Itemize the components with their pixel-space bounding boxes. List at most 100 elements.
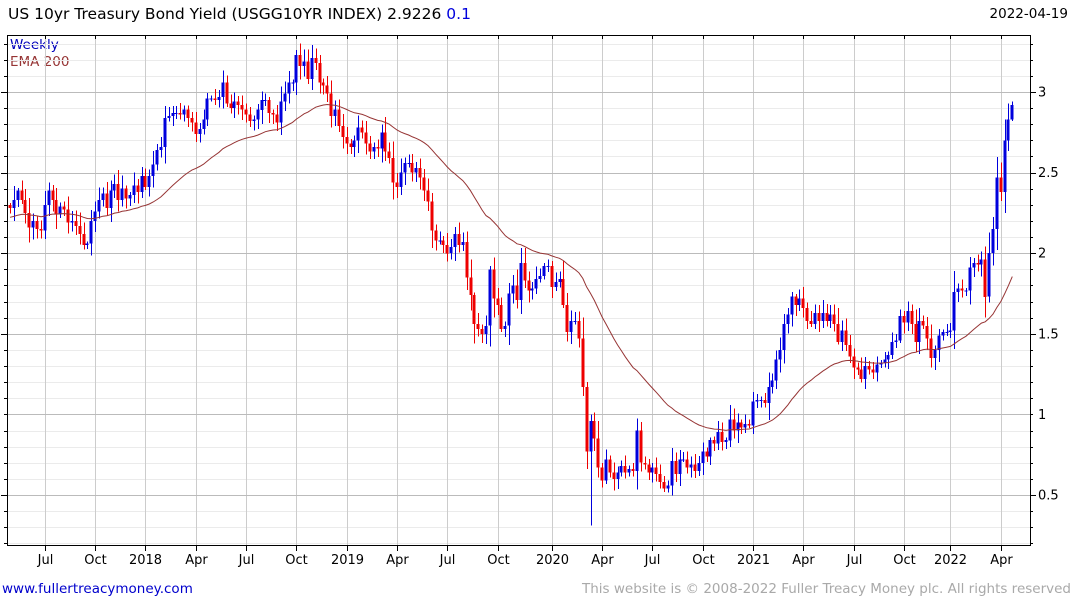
candle-body — [654, 467, 658, 474]
candle-body — [453, 233, 457, 247]
candle-body — [685, 459, 689, 468]
candle-body — [825, 312, 829, 321]
x-axis-label: Jul — [37, 553, 54, 568]
candle-body — [449, 246, 453, 254]
candle-body — [380, 132, 384, 149]
candle-body — [465, 241, 469, 278]
candle-body — [836, 324, 840, 342]
candle-body — [101, 193, 105, 200]
candle-body — [569, 320, 573, 333]
candle-body — [499, 304, 503, 329]
candle-body — [871, 369, 875, 373]
candle-body — [898, 316, 902, 341]
candle-body — [917, 320, 921, 342]
candle-body — [736, 422, 740, 431]
candle-body — [480, 329, 484, 334]
candle-body — [213, 98, 217, 101]
footer-site-link[interactable]: www.fullertreacymoney.com — [2, 581, 193, 597]
x-axis-label: Jul — [644, 553, 661, 568]
candle-body — [976, 262, 980, 265]
x-axis-label: Oct — [285, 553, 307, 568]
candle-body — [987, 253, 991, 297]
candle-body — [1003, 140, 1007, 192]
candle-body — [577, 320, 581, 339]
x-axis-label: Apr — [185, 553, 208, 568]
candle-body — [240, 104, 244, 110]
candle-body — [209, 98, 213, 100]
candle-body — [852, 356, 856, 368]
candle-body — [441, 240, 445, 246]
candle-body — [85, 243, 89, 246]
candle-body — [546, 266, 550, 268]
candle-body — [16, 190, 20, 200]
ema-line — [9, 103, 1013, 431]
candle-body — [689, 464, 693, 468]
candle-body — [372, 146, 376, 152]
candle-body — [426, 190, 430, 202]
candle-body — [523, 262, 527, 281]
candle-body — [27, 212, 31, 228]
candle-body — [430, 201, 434, 231]
candle-body — [631, 469, 635, 471]
candle-body — [705, 451, 709, 457]
candle-body — [143, 175, 147, 188]
footer-copyright: This website is © 2008-2022 Fuller Treac… — [582, 581, 1071, 597]
candle-body — [828, 314, 832, 321]
candle-body — [275, 114, 279, 123]
candle-body — [418, 167, 422, 178]
candle-body — [952, 291, 956, 331]
candle-body — [422, 177, 426, 191]
candle-body — [956, 288, 960, 292]
candle-body — [739, 422, 743, 428]
candle-body — [267, 100, 271, 113]
x-axis-label: 2018 — [129, 553, 162, 568]
x-axis-label: Apr — [591, 553, 614, 568]
candle-body — [345, 137, 349, 144]
candle-body — [612, 472, 616, 479]
candle-body — [23, 200, 27, 213]
candle-body — [701, 451, 705, 463]
candle-body — [232, 101, 236, 109]
candle-body — [356, 127, 360, 141]
candle-body — [778, 349, 782, 360]
candle-body — [697, 462, 701, 471]
x-axis-labels: Jul Oct 2018 Apr Jul Oct 2019 Apr Jul Oct 2020 Apr J… — [37, 553, 1014, 568]
candle-body — [945, 332, 949, 334]
x-axis-label: Oct — [487, 553, 509, 568]
candle-body — [70, 221, 74, 223]
candle-body — [670, 461, 674, 486]
candle-body — [585, 387, 589, 452]
candle-body — [650, 467, 654, 473]
candle-body — [205, 98, 209, 120]
candle-body — [82, 233, 86, 246]
candle-body — [859, 369, 863, 379]
candle-body — [712, 440, 716, 444]
candle-body — [674, 461, 678, 475]
candle-body — [767, 387, 771, 404]
x-axis-label: 2021 — [737, 553, 770, 568]
candle-body — [883, 359, 887, 363]
candle-body — [809, 320, 813, 325]
candle-body — [658, 474, 662, 483]
candle-body — [968, 267, 972, 291]
candle-body — [538, 275, 542, 279]
candle-body — [960, 288, 964, 291]
chart-title: US 10yr Treasury Bond Yield (USGG10YR IN… — [8, 5, 471, 23]
candle-body — [848, 345, 852, 357]
candle-body — [391, 158, 395, 183]
x-axis-label: Jul — [238, 553, 255, 568]
candle-body — [708, 440, 712, 457]
x-axis-label: Jul — [846, 553, 863, 568]
candle-body — [782, 324, 786, 350]
candle-body — [720, 432, 724, 442]
candle-body — [507, 293, 511, 326]
candle-body — [941, 332, 945, 336]
candle-body — [832, 314, 836, 325]
y-axis-label: 1 — [1038, 408, 1046, 423]
candle-body — [279, 101, 283, 123]
candle-body — [484, 325, 488, 334]
candle-body — [314, 58, 318, 63]
candle-body — [786, 314, 790, 325]
candle-body — [294, 54, 298, 83]
candle-body — [407, 162, 411, 164]
